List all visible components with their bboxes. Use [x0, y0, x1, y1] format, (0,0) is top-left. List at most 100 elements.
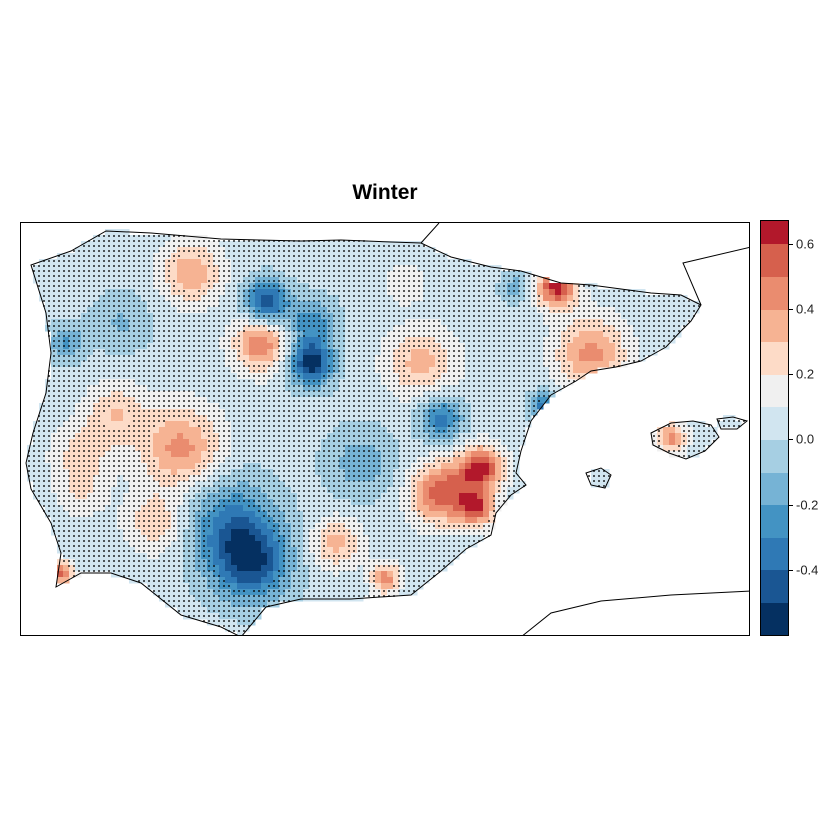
field-cell: [459, 445, 466, 452]
field-cell: [483, 379, 490, 386]
field-cell: [513, 349, 520, 356]
field-cell: [333, 343, 340, 350]
field-cell: [291, 421, 298, 428]
field-cell: [117, 475, 124, 482]
field-cell: [423, 505, 430, 512]
field-cell: [327, 391, 334, 398]
field-cell: [471, 511, 478, 518]
field-cell: [339, 241, 346, 248]
field-cell: [87, 349, 94, 356]
field-cell: [165, 319, 172, 326]
field-cell: [351, 259, 358, 266]
field-cell: [393, 367, 400, 374]
field-cell: [309, 487, 316, 494]
field-cell: [99, 337, 106, 344]
field-cell: [591, 325, 598, 332]
field-cell: [297, 277, 304, 284]
field-cell: [81, 295, 88, 302]
field-cell: [63, 271, 70, 278]
field-cell: [57, 427, 64, 434]
field-cell: [513, 475, 520, 482]
field-cell: [177, 541, 184, 548]
field-cell: [387, 589, 394, 596]
field-cell: [411, 367, 418, 374]
field-cell: [219, 589, 226, 596]
field-cell: [435, 421, 442, 428]
field-cell: [147, 547, 154, 554]
field-cell: [153, 391, 160, 398]
field-cell: [369, 283, 376, 290]
field-cell: [183, 397, 190, 404]
field-cell: [129, 271, 136, 278]
field-cell: [429, 331, 436, 338]
field-cell: [261, 259, 268, 266]
field-cell: [375, 529, 382, 536]
field-cell: [195, 499, 202, 506]
field-cell: [537, 295, 544, 302]
field-cell: [111, 229, 118, 236]
field-cell: [489, 265, 496, 272]
field-cell: [393, 373, 400, 380]
field-cell: [195, 601, 202, 608]
field-cell: [189, 553, 196, 560]
field-cell: [327, 481, 334, 488]
field-cell: [159, 547, 166, 554]
field-cell: [321, 499, 328, 506]
field-cell: [177, 595, 184, 602]
field-cell: [117, 511, 124, 518]
field-cell: [279, 319, 286, 326]
field-cell: [237, 529, 244, 536]
field-cell: [93, 463, 100, 470]
field-cell: [81, 301, 88, 308]
field-cell: [435, 349, 442, 356]
field-cell: [99, 463, 106, 470]
field-cell: [117, 481, 124, 488]
field-cell: [255, 511, 262, 518]
field-cell: [39, 493, 46, 500]
field-cell: [273, 271, 280, 278]
field-cell: [471, 499, 478, 506]
field-cell: [219, 583, 226, 590]
field-cell: [303, 379, 310, 386]
field-cell: [519, 481, 526, 488]
field-cell: [225, 445, 232, 452]
field-cell: [597, 289, 604, 296]
field-cell: [333, 577, 340, 584]
field-cell: [69, 253, 76, 260]
field-cell: [537, 301, 544, 308]
field-cell: [51, 331, 58, 338]
field-cell: [87, 259, 94, 266]
field-cell: [249, 385, 256, 392]
field-cell: [453, 487, 460, 494]
field-cell: [339, 571, 346, 578]
field-cell: [159, 451, 166, 458]
field-cell: [63, 523, 70, 530]
field-cell: [249, 247, 256, 254]
field-cell: [63, 541, 70, 548]
field-cell: [273, 247, 280, 254]
field-cell: [387, 559, 394, 566]
field-cell: [339, 595, 346, 602]
field-cell: [87, 319, 94, 326]
field-cell: [309, 247, 316, 254]
field-cell: [225, 439, 232, 446]
field-cell: [357, 265, 364, 272]
field-cell: [255, 445, 262, 452]
field-cell: [165, 559, 172, 566]
field-cell: [195, 475, 202, 482]
field-cell: [165, 433, 172, 440]
field-cell: [513, 427, 520, 434]
field-cell: [183, 247, 190, 254]
field-cell: [291, 511, 298, 518]
field-cell: [471, 421, 478, 428]
field-cell: [441, 271, 448, 278]
field-cell: [495, 409, 502, 416]
field-cell: [87, 499, 94, 506]
field-cell: [441, 487, 448, 494]
field-cell: [369, 511, 376, 518]
field-cell: [411, 349, 418, 356]
field-cell: [405, 541, 412, 548]
field-cell: [201, 475, 208, 482]
field-cell: [249, 505, 256, 512]
field-cell: [57, 475, 64, 482]
